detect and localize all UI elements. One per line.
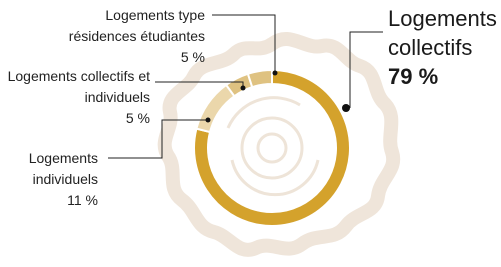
value-label: 5 %: [40, 47, 205, 68]
category-label: Logements individuels: [0, 148, 98, 190]
label: Logements collectifs 79 %: [388, 4, 501, 91]
label: Logements individuels 11 %: [0, 148, 98, 211]
label: Logements type résidences étudiantes 5 %: [40, 5, 205, 68]
value-label: 79 %: [388, 62, 501, 91]
label: Logements collectifs et individuels 5 %: [0, 66, 150, 129]
decor-ring: [242, 118, 302, 178]
value-label: 5 %: [0, 108, 150, 129]
value-label: 11 %: [0, 190, 98, 211]
decor-ring: [258, 134, 286, 162]
category-label: Logements type résidences étudiantes: [40, 5, 205, 47]
category-label: Logements collectifs et individuels: [0, 66, 150, 108]
donut-segment: [248, 70, 272, 87]
category-label: Logements collectifs: [388, 4, 501, 62]
chart: Logements collectifs 79 % Logements indi…: [0, 0, 501, 267]
